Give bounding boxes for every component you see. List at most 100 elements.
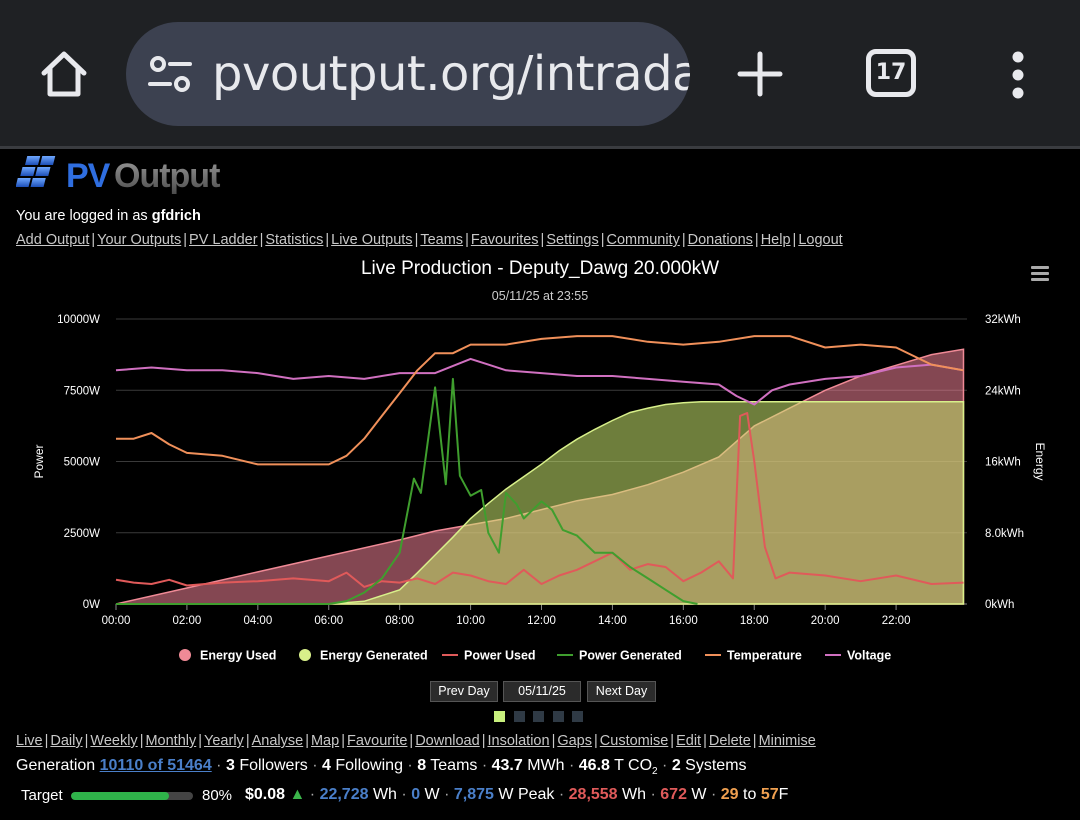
nav-link-logout[interactable]: Logout: [798, 232, 843, 248]
nav-separator: |: [465, 232, 469, 248]
generation-summary: Generation 10110 of 51464 · 3 Followers …: [16, 757, 747, 778]
tab-switcher-icon[interactable]: 17: [866, 49, 916, 97]
page-dot[interactable]: [513, 711, 525, 722]
nav-separator: |: [681, 232, 686, 248]
target-label: Target: [21, 787, 63, 804]
page-dot[interactable]: [572, 711, 583, 722]
legend-label: Voltage: [847, 649, 891, 663]
y-left-tick-label: 5000W: [64, 457, 101, 469]
legend-marker: [179, 649, 191, 661]
page-dot[interactable]: [552, 711, 564, 722]
chart-subtitle: 05/11/25 at 23:55: [491, 289, 589, 303]
nav-separator: |: [91, 232, 96, 248]
x-tick-label: 22:00: [882, 615, 911, 627]
nav-separator: |: [594, 733, 598, 749]
site-settings-icon[interactable]: [148, 54, 192, 94]
y-right-tick-label: 16kWh: [985, 457, 1021, 469]
next-day-button[interactable]: Next Day: [587, 681, 656, 702]
chart-menu-icon[interactable]: [1031, 266, 1049, 282]
nav-separator: |: [752, 733, 757, 749]
followers-label: Followers: [239, 757, 308, 774]
teams-count: 8: [417, 757, 427, 774]
nav-link-settings[interactable]: Settings: [546, 232, 599, 248]
system-nav-link-gaps[interactable]: Gaps: [557, 733, 593, 749]
nav-link-your-outputs[interactable]: Your Outputs: [97, 232, 182, 248]
system-nav-link-download[interactable]: Download: [415, 733, 480, 749]
nav-link-help[interactable]: Help: [760, 232, 791, 248]
system-nav-link-customise[interactable]: Customise: [599, 733, 669, 749]
nav-link-statistics[interactable]: Statistics: [265, 232, 324, 248]
system-nav-link-yearly[interactable]: Yearly: [204, 733, 244, 749]
legend-label: Energy Used: [200, 649, 276, 663]
system-nav-link-delete[interactable]: Delete: [708, 733, 751, 749]
generation-rank-link[interactable]: 10110 of 51464: [99, 757, 212, 774]
system-nav-link-minimise[interactable]: Minimise: [758, 733, 816, 749]
svg-text:Output: Output: [114, 157, 220, 195]
chart-title: Live Production - Deputy_Dawg 20.000kW: [360, 258, 720, 279]
nav-link-favourites[interactable]: Favourites: [470, 232, 539, 248]
nav-separator: |: [414, 232, 419, 248]
y-left-tick-label: 2500W: [64, 528, 101, 540]
peak-power: 7,875: [453, 786, 494, 803]
nav-link-donations[interactable]: Donations: [687, 232, 753, 248]
nav-separator: |: [409, 733, 414, 749]
more-vert-icon[interactable]: [1004, 50, 1032, 100]
x-tick-label: 08:00: [385, 615, 414, 627]
main-nav: Add Output | Your Outputs | PV Ladder | Statis…: [16, 232, 843, 248]
power-generated-line: [116, 377, 698, 605]
power-used-line: [115, 412, 964, 588]
y-left-tick-label: 10000W: [57, 314, 100, 326]
co2-unit: T CO: [614, 757, 653, 774]
prev-day-button[interactable]: Prev Day: [430, 681, 498, 702]
login-status: You are logged in as gfdrich: [16, 208, 201, 224]
home-icon[interactable]: [36, 46, 92, 102]
new-tab-icon[interactable]: [734, 48, 786, 100]
system-nav-link-map[interactable]: Map: [310, 733, 340, 749]
nav-separator: |: [325, 232, 330, 248]
x-tick-label: 20:00: [811, 615, 840, 627]
nav-separator: |: [540, 232, 545, 248]
pvoutput-logo[interactable]: PV Output: [16, 153, 246, 197]
temp-low: 29: [720, 786, 739, 803]
x-tick-label: 02:00: [173, 615, 202, 627]
system-nav-link-analyse[interactable]: Analyse: [251, 733, 304, 749]
nav-link-pv-ladder[interactable]: PV Ladder: [189, 232, 258, 248]
nav-link-live-outputs[interactable]: Live Outputs: [331, 232, 413, 248]
nav-separator: |: [754, 232, 759, 248]
daily-stats: $0.08 ▲ · 22,728 Wh · 0 W · 7,875 W Peak…: [245, 786, 789, 803]
followers-count: 3: [225, 757, 235, 774]
target-progress-bar: [71, 792, 193, 800]
following-label: Following: [335, 757, 403, 774]
nav-separator: |: [341, 733, 345, 749]
legend-label: Power Generated: [579, 649, 682, 663]
system-nav-link-weekly[interactable]: Weekly: [90, 733, 138, 749]
y-left-axis-title: Power: [32, 444, 46, 478]
nav-separator: |: [84, 733, 89, 749]
address-bar[interactable]: pvoutput.org/intraday: [126, 22, 690, 126]
generation-label: Generation: [16, 757, 96, 774]
page-dot[interactable]: [494, 711, 505, 722]
nav-separator: |: [670, 733, 675, 749]
savings-value: $0.08: [245, 786, 286, 803]
nav-link-add-output[interactable]: Add Output: [16, 232, 90, 248]
page-dot[interactable]: [533, 711, 544, 722]
login-prefix: You are logged in as: [16, 208, 148, 224]
used-power-unit: W: [691, 786, 707, 803]
system-nav: Live | Daily | Weekly | Monthly | Yearly | Analyse…: [16, 733, 816, 749]
systems-count: 2: [671, 757, 681, 774]
system-nav-link-live[interactable]: Live: [16, 733, 43, 749]
system-nav-link-edit[interactable]: Edit: [676, 733, 702, 749]
url-text[interactable]: pvoutput.org/intraday: [212, 46, 690, 102]
date-field[interactable]: 05/11/25: [503, 681, 581, 702]
system-nav-link-monthly[interactable]: Monthly: [145, 733, 197, 749]
svg-text:PV: PV: [66, 157, 111, 195]
nav-link-community[interactable]: Community: [606, 232, 680, 248]
temp-to: to: [743, 786, 757, 803]
y-right-tick-label: 8.0kWh: [985, 528, 1024, 540]
legend-label: Temperature: [727, 649, 802, 663]
systems-label: Systems: [685, 757, 747, 774]
nav-link-teams[interactable]: Teams: [420, 232, 464, 248]
system-nav-link-daily[interactable]: Daily: [50, 733, 83, 749]
system-nav-link-insolation[interactable]: Insolation: [487, 733, 550, 749]
system-nav-link-favourite[interactable]: Favourite: [346, 733, 408, 749]
